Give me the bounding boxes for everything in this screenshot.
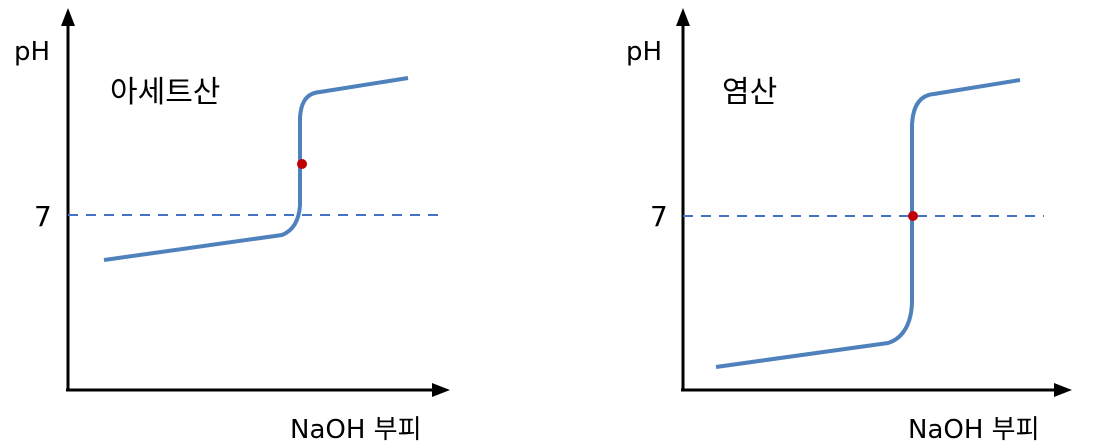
y-tick-label-7: 7 bbox=[34, 200, 52, 233]
acetic-acid-chart: pH 아세트산 7 NaOH 부피 bbox=[14, 8, 450, 445]
y-axis-label: pH bbox=[14, 37, 50, 67]
y-axis-arrow bbox=[676, 8, 690, 26]
chart-title: 아세트산 bbox=[110, 75, 220, 110]
y-tick-label-7: 7 bbox=[650, 200, 668, 233]
x-axis-arrow bbox=[432, 383, 450, 397]
x-axis-label: NaOH 부피 bbox=[908, 415, 1040, 445]
hydrochloric-acid-chart: pH 염산 7 NaOH 부피 bbox=[626, 8, 1072, 445]
titration-curve bbox=[715, 78, 1021, 369]
equivalence-point bbox=[908, 211, 918, 221]
half-equivalence-point bbox=[297, 159, 307, 169]
y-axis-label: pH bbox=[626, 37, 662, 67]
y-axis-arrow bbox=[61, 8, 75, 26]
x-axis-label: NaOH 부피 bbox=[290, 415, 422, 445]
chart-title: 염산 bbox=[722, 75, 777, 110]
x-axis-arrow bbox=[1054, 383, 1072, 397]
